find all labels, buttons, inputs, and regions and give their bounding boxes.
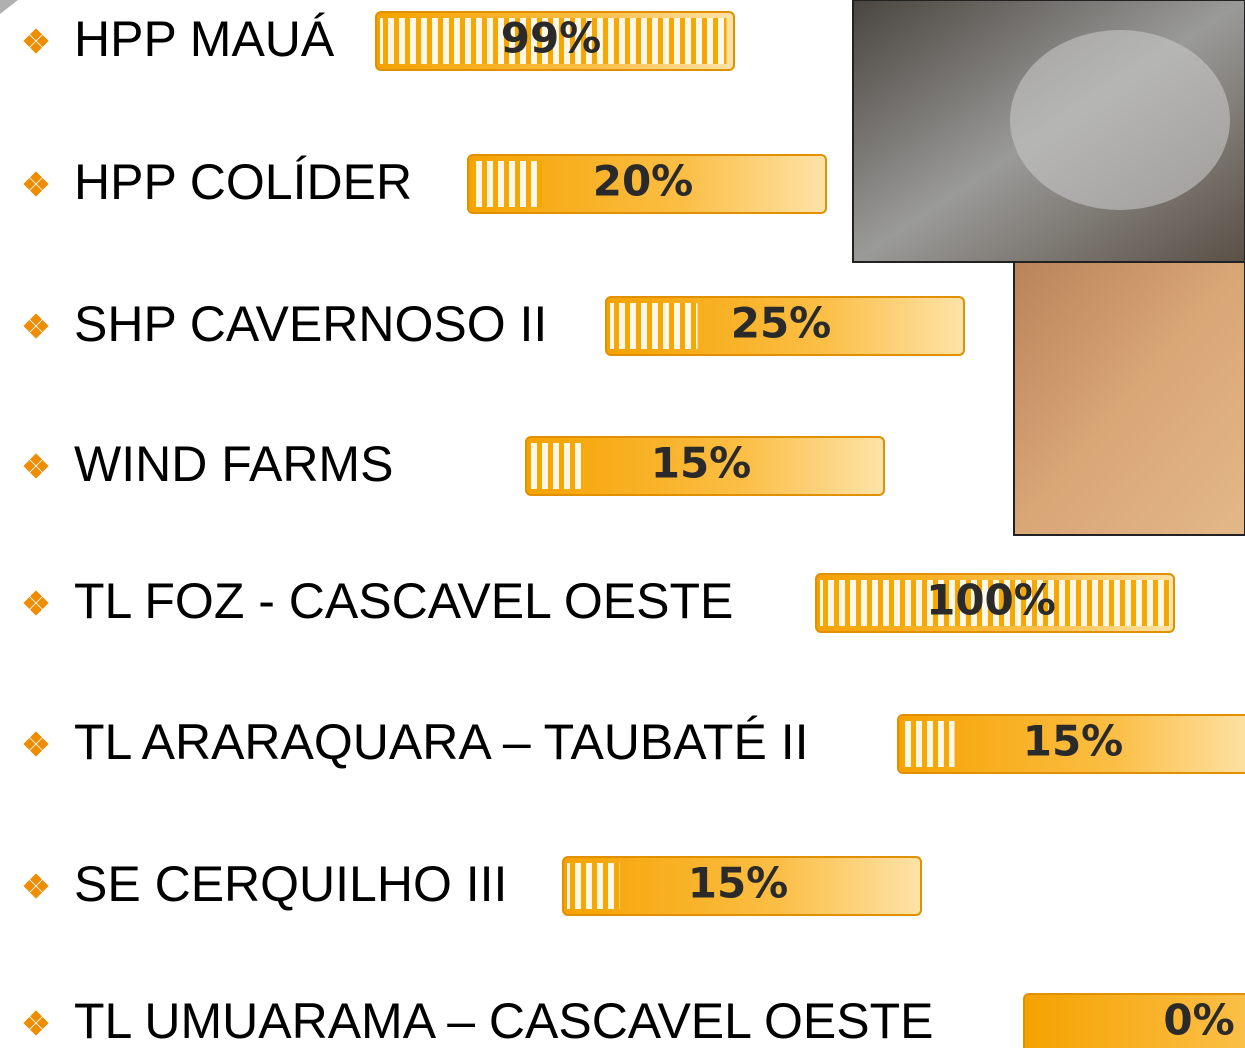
bullet-diamond xyxy=(36,320,49,332)
bullet-diamond xyxy=(36,1017,49,1029)
photo-turbine-detail xyxy=(1010,30,1230,210)
progress-row: SHP CAVERNOSO II 25% xyxy=(23,296,965,356)
bullet-diamond xyxy=(23,320,36,332)
progress-track xyxy=(562,856,922,916)
progress-fill xyxy=(472,161,542,207)
progress-row: TL ARARAQUARA – TAUBATÉ II 15% xyxy=(23,714,1245,774)
bullet-diamond xyxy=(23,35,36,47)
progress-row: HPP MAUÁ 99% xyxy=(23,11,735,71)
progress-fill xyxy=(902,721,955,767)
progress-fill xyxy=(610,303,698,349)
bullet-diamond xyxy=(23,178,36,190)
bullet-diamond xyxy=(30,466,42,479)
bullet-diamond xyxy=(36,880,49,892)
progress-label: 25% xyxy=(731,299,832,348)
item-name: WIND FARMS xyxy=(74,436,393,492)
bullet-diamond xyxy=(36,35,49,47)
progress-fill xyxy=(820,580,1170,626)
corner-decoration xyxy=(0,0,18,14)
bullet-diamond xyxy=(30,590,42,603)
progress-track xyxy=(525,436,885,496)
bullet-diamond xyxy=(23,738,36,750)
bullet-diamond xyxy=(36,178,49,190)
progress-row: HPP COLÍDER 20% xyxy=(23,154,827,214)
bullet-diamond xyxy=(36,738,49,750)
item-name: TL FOZ - CASCAVEL OESTE xyxy=(74,573,733,629)
bullet-diamond xyxy=(30,603,42,616)
bullet-diamond xyxy=(30,1023,42,1036)
progress-row: TL UMUARAMA – CASCAVEL OESTE 0% xyxy=(23,993,1245,1048)
progress-label: 99% xyxy=(501,14,602,63)
progress-list: HPP MAUÁ 99% HPP COLÍDER 20% SHP CAVERNOSO I… xyxy=(23,11,1245,1048)
bullet-diamond xyxy=(30,1010,42,1023)
item-name: TL ARARAQUARA – TAUBATÉ II xyxy=(74,714,808,770)
bullet-diamond xyxy=(23,597,36,609)
progress-track xyxy=(897,714,1245,774)
progress-fill xyxy=(380,18,727,64)
photo-earthworks xyxy=(1013,261,1245,536)
item-name: TL UMUARAMA – CASCAVEL OESTE xyxy=(74,993,933,1048)
bullet-diamond xyxy=(30,28,42,41)
bullet-diamond xyxy=(36,460,49,472)
bullet-diamond xyxy=(30,744,42,757)
item-name: SE CERQUILHO III xyxy=(74,856,507,912)
bullet-diamond xyxy=(23,460,36,472)
bullet-diamond xyxy=(23,880,36,892)
progress-label: 20% xyxy=(593,157,694,206)
bullet-diamond xyxy=(23,1017,36,1029)
progress-row: WIND FARMS 15% xyxy=(23,436,885,496)
bullet-diamond xyxy=(30,873,42,886)
bullet-diamond xyxy=(36,597,49,609)
bullet-diamond xyxy=(30,171,42,184)
bullet-diamond xyxy=(30,453,42,466)
item-name: SHP CAVERNOSO II xyxy=(74,296,547,352)
item-name: HPP MAUÁ xyxy=(74,11,335,67)
item-name: HPP COLÍDER xyxy=(74,154,412,210)
progress-row: SE CERQUILHO III 15% xyxy=(23,856,922,916)
progress-label: 15% xyxy=(688,859,789,908)
bullet-diamond xyxy=(30,886,42,899)
progress-track xyxy=(467,154,827,214)
progress-fill xyxy=(530,443,583,489)
progress-label: 100% xyxy=(926,576,1056,625)
bullet-diamond xyxy=(30,184,42,197)
bullet-diamond xyxy=(30,731,42,744)
progress-track xyxy=(1023,993,1245,1048)
bullet-diamond xyxy=(30,313,42,326)
progress-label: 15% xyxy=(1023,717,1124,766)
progress-label: 15% xyxy=(651,439,752,488)
progress-label: 0% xyxy=(1163,996,1234,1045)
progress-fill xyxy=(567,863,620,909)
bullet-diamond xyxy=(30,326,42,339)
progress-row: TL FOZ - CASCAVEL OESTE 100% xyxy=(23,573,1175,633)
bullet-diamond xyxy=(30,41,42,54)
